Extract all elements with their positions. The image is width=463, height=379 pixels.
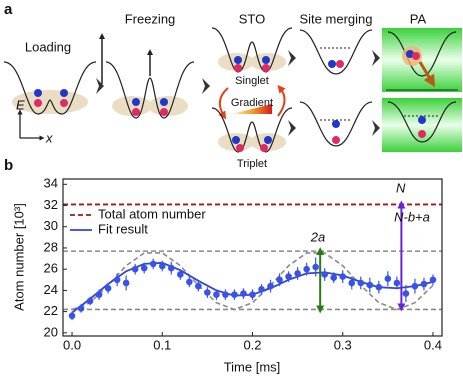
data-point xyxy=(186,278,193,286)
stage-label: STO xyxy=(239,11,266,26)
step-arrow xyxy=(202,78,210,94)
data-point xyxy=(149,260,157,268)
annotation: N-b+a xyxy=(394,209,430,224)
data-point xyxy=(294,270,301,277)
x-tick-label: 0.2 xyxy=(243,337,261,352)
energy-axes: E x xyxy=(16,97,53,145)
panel-label: a xyxy=(4,1,13,18)
data-point xyxy=(420,280,428,288)
legend-label: Fit result xyxy=(98,221,148,236)
data-point xyxy=(122,279,130,287)
step-arrow xyxy=(372,50,380,66)
data-point xyxy=(411,282,419,290)
data-point xyxy=(393,279,401,287)
data-point xyxy=(375,283,383,291)
data-point xyxy=(285,273,292,280)
data-point xyxy=(204,289,211,296)
axis-label: x xyxy=(45,130,53,145)
panel-a: a Loading Freezing STO Site merging PA S… xyxy=(3,1,462,170)
data-point xyxy=(357,279,365,287)
y-tick-label: 24 xyxy=(44,282,58,297)
data-point xyxy=(258,286,265,293)
stage-label: Freezing xyxy=(125,11,176,26)
stage-label: Site merging xyxy=(300,11,373,26)
step-arrow xyxy=(372,120,380,136)
axis-label: E xyxy=(16,97,25,112)
data-point xyxy=(330,274,338,281)
data-point xyxy=(213,291,220,298)
x-tick-label: 0.4 xyxy=(424,337,442,352)
step-arrow xyxy=(288,50,296,66)
gradient-label: Gradient xyxy=(231,97,273,109)
pa-box xyxy=(382,98,462,152)
data-point xyxy=(68,312,76,320)
potential xyxy=(3,61,97,115)
data-point xyxy=(195,282,202,290)
y-tick-label: 26 xyxy=(44,261,58,276)
x-tick-label: 0.3 xyxy=(334,337,352,352)
potential xyxy=(299,29,373,75)
data-point xyxy=(366,281,374,289)
data-point xyxy=(348,279,356,287)
data-point xyxy=(140,264,148,272)
legend-label: Total atom number xyxy=(98,206,206,221)
data-point xyxy=(429,276,437,284)
y-tick-label: 28 xyxy=(44,239,58,254)
pa-box xyxy=(382,28,462,108)
data-point xyxy=(240,290,247,297)
data-point xyxy=(131,265,139,273)
state-label: Singlet xyxy=(235,75,269,87)
transition-arrow xyxy=(218,87,229,120)
data-point xyxy=(339,273,347,280)
data-point xyxy=(231,291,238,298)
data-point xyxy=(267,282,274,290)
stage-label: PA xyxy=(410,11,427,26)
annotation: N xyxy=(396,180,406,195)
data-point xyxy=(312,263,319,271)
panel-label: b xyxy=(4,157,13,174)
potential xyxy=(211,27,293,73)
data-point xyxy=(321,271,328,278)
data-point xyxy=(86,297,94,305)
data-point xyxy=(303,265,310,273)
step-arrow xyxy=(96,78,104,94)
y-tick-label: 32 xyxy=(44,197,58,212)
line xyxy=(71,252,434,311)
y-tick-label: 34 xyxy=(44,176,58,191)
y-tick-label: 30 xyxy=(44,218,58,233)
data-point xyxy=(276,276,283,284)
state-label: Triplet xyxy=(237,158,267,170)
annotation: 2a xyxy=(310,229,325,244)
data-point xyxy=(177,271,184,278)
data-point xyxy=(95,291,103,298)
data-point xyxy=(222,291,229,298)
transition-arrow xyxy=(277,84,286,117)
data-point xyxy=(249,291,256,298)
x-tick-label: 0.0 xyxy=(63,337,81,352)
potential xyxy=(99,33,195,119)
data-point xyxy=(158,262,166,270)
data-point xyxy=(402,290,410,297)
data-point xyxy=(77,305,85,312)
data-point xyxy=(113,276,121,284)
panel-b: b Time [ms] Atom number [10³] xyxy=(4,157,280,374)
y-axis-label: Atom number [10³] xyxy=(11,203,26,311)
data-point xyxy=(104,284,112,292)
y-tick-label: 22 xyxy=(44,303,58,318)
plot-frame xyxy=(62,178,443,337)
stage-label: Loading xyxy=(25,39,71,54)
data-point xyxy=(167,264,175,272)
gradient-wedge xyxy=(232,104,272,114)
x-tick-label: 0.1 xyxy=(153,337,171,352)
data-point xyxy=(384,275,392,283)
x-axis-label: Time [ms] xyxy=(224,359,281,374)
y-tick-label: 20 xyxy=(44,324,58,339)
potential xyxy=(299,101,373,147)
step-arrow xyxy=(288,120,296,136)
potential xyxy=(211,107,293,153)
